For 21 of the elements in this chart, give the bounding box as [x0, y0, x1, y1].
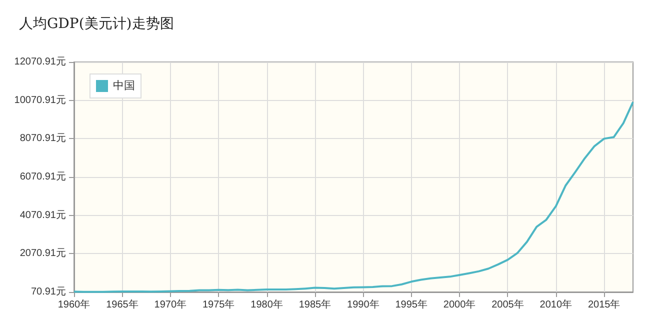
y-tick-label: 10070.91元	[14, 94, 66, 106]
y-tick-label: 2070.91元	[20, 248, 66, 260]
x-tick-label: 2015年	[588, 298, 620, 310]
y-tick-label: 8070.91元	[20, 133, 66, 144]
legend-label: 中国	[113, 79, 135, 92]
y-tick-label: 6070.91元	[20, 172, 66, 182]
x-tick-label: 1965年	[106, 298, 138, 310]
x-tick-label: 1970年	[154, 298, 187, 310]
y-tick-label: 12070.91元	[14, 56, 66, 68]
x-tick-label: 2005年	[492, 298, 524, 310]
y-tick-label: 4070.91元	[20, 210, 66, 221]
x-tick-label: 2010年	[540, 298, 572, 310]
y-tick-label: 70.91元	[30, 286, 66, 298]
x-tick-label: 1995年	[395, 298, 428, 310]
x-tick-label: 1985年	[298, 298, 332, 310]
x-tick-label: 1960年	[58, 298, 90, 310]
x-tick-label: 1980年	[250, 298, 283, 310]
chart-title: 人均GDP(美元计)走势图	[19, 16, 174, 32]
x-tick-label: 1975年	[202, 298, 235, 310]
x-tick-label: 1990年	[347, 298, 380, 310]
x-tick-label: 2000年	[443, 298, 476, 310]
